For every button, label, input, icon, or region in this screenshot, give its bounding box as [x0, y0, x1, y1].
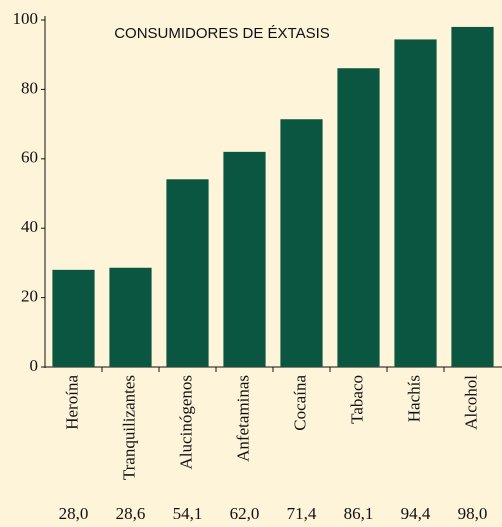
y-tick-label: 100: [13, 9, 39, 28]
x-tick-label: Heroína: [62, 375, 81, 430]
x-tick-label: Alucinógenos: [176, 375, 195, 469]
x-tick-label: Tranquilizantes: [119, 375, 138, 480]
y-tick-label: 60: [21, 148, 38, 167]
bar: [166, 179, 209, 367]
y-tick-label: 40: [21, 217, 38, 236]
y-tick-label: 20: [21, 287, 38, 306]
value-label: 71,4: [287, 504, 317, 523]
value-label: 62,0: [230, 504, 260, 523]
bar: [451, 26, 494, 367]
x-tick-label: Cocaína: [290, 375, 309, 431]
bar: [52, 269, 95, 367]
value-label: 54,1: [173, 504, 203, 523]
x-tick-label: Tabaco: [347, 375, 366, 424]
y-tick-label: 0: [30, 356, 39, 375]
y-tick-label: 80: [21, 78, 38, 97]
value-label: 86,1: [344, 504, 374, 523]
x-tick-label: Alcohol: [461, 375, 480, 430]
value-label: 28,6: [116, 504, 146, 523]
value-label: 94,4: [401, 504, 431, 523]
value-label: 98,0: [458, 504, 488, 523]
x-tick-label: Hachís: [404, 375, 423, 422]
bar: [223, 151, 266, 367]
bar: [109, 267, 152, 367]
bar: [337, 68, 380, 367]
chart-title: CONSUMIDORES DE ÉXTASIS: [114, 25, 330, 42]
value-label: 28,0: [59, 504, 89, 523]
bar: [280, 119, 323, 367]
bar: [394, 39, 437, 367]
x-tick-label: Anfetaminas: [233, 375, 252, 462]
